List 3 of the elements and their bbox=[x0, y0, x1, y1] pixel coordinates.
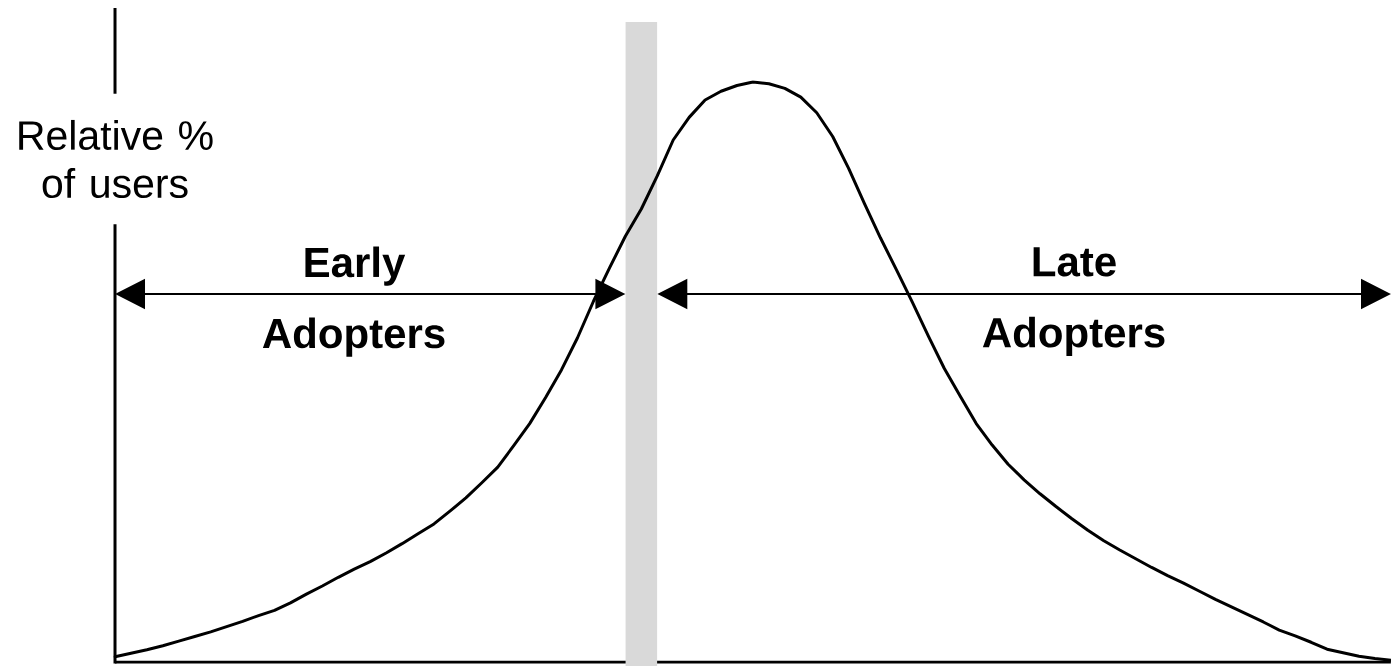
y-axis-title: Relative % of users bbox=[19, 119, 213, 199]
annotation: Late Adopters bbox=[982, 247, 1165, 356]
annotation: Early Adopters bbox=[262, 246, 445, 357]
